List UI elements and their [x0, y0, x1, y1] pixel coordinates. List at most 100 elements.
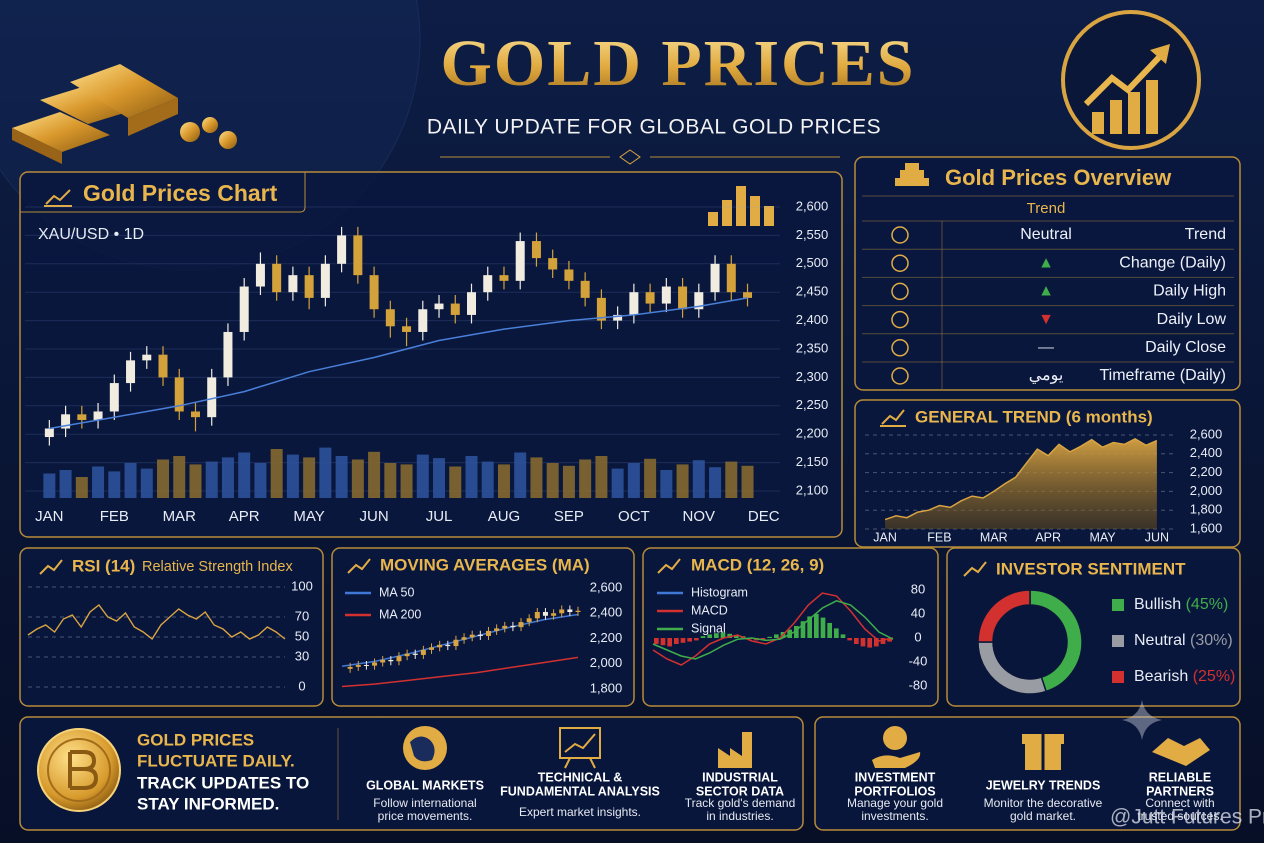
row-icon [891, 226, 909, 244]
histogram-bar [674, 638, 679, 644]
watermark-star [1122, 700, 1162, 740]
y-tick-label: 2,200 [796, 426, 829, 441]
candle-body [190, 411, 200, 418]
volume-bar [319, 447, 332, 498]
y-tick-label: 30 [295, 648, 309, 663]
candle-body [239, 286, 249, 332]
y-tick-label: 100 [291, 578, 313, 593]
candle-body [445, 644, 451, 647]
row-label: Timeframe (Daily) [1099, 367, 1226, 384]
candle-body [596, 297, 606, 321]
y-tick-label: 1,800 [590, 680, 623, 695]
y-tick-label: -80 [909, 677, 928, 692]
volume-bar [335, 456, 348, 498]
y-tick-label: 2,600 [796, 198, 829, 213]
rsi-line [27, 604, 286, 641]
legend-entry: Bullish (45%) [1134, 596, 1228, 613]
candle-body [542, 611, 548, 616]
row-icon [891, 339, 909, 357]
feature-title: RELIABLE [1149, 770, 1212, 784]
y-tick-label: 2,200 [590, 630, 623, 645]
x-tick-label: FEB [927, 530, 951, 544]
trend-line [884, 437, 1158, 521]
legend-label: Histogram [691, 585, 748, 599]
y-tick-label: 2,400 [796, 312, 829, 327]
volume-bar [449, 466, 462, 498]
y-tick-label: 2,300 [796, 369, 829, 384]
feature-title: TECHNICAL & [538, 770, 623, 784]
ma-panel [331, 547, 635, 707]
row-label: Change (Daily) [1119, 254, 1226, 271]
volume-bar [238, 452, 251, 498]
feature-desc: Track gold's demand [685, 796, 796, 810]
candle-body [61, 414, 71, 429]
candle-body [337, 235, 347, 264]
watermark: @Jutt Futures Pro [1110, 806, 1264, 829]
candle-body [320, 263, 330, 298]
candle-body [288, 275, 298, 293]
candle-body [461, 637, 467, 640]
candle-body [207, 377, 217, 418]
y-tick-label: 2,350 [796, 340, 829, 355]
candle-body [450, 303, 460, 315]
footer-message: STAY INFORMED. [137, 794, 279, 813]
candle-body [434, 303, 444, 310]
volume-bar [43, 473, 56, 498]
candle-body [353, 235, 363, 276]
volume-bar [108, 471, 121, 498]
legend-value-label: (45%) [1186, 596, 1229, 613]
candle-body [559, 609, 565, 614]
y-tick-label: 2,500 [796, 255, 829, 270]
row-label: Daily Close [1145, 339, 1226, 356]
histogram-bar [807, 616, 812, 638]
feature-desc: Connect with [1145, 796, 1214, 810]
candle-body [44, 428, 54, 438]
y-tick-label: 80 [911, 581, 925, 596]
y-tick-label: 2,250 [796, 397, 829, 412]
chart-title: Gold Prices Chart [83, 180, 278, 206]
legend-value-label: (30%) [1190, 632, 1233, 649]
y-tick-label: 2,000 [1190, 483, 1223, 498]
candle-body [347, 666, 353, 669]
volume-bar [173, 456, 186, 498]
candle-body [93, 411, 103, 420]
feature-desc: in industries. [706, 809, 773, 823]
feature-desc: trusted sources. [1137, 809, 1222, 823]
volume-bar [465, 456, 478, 498]
legend-label: MA 50 [379, 585, 414, 599]
x-tick-label: JUN [1145, 530, 1169, 544]
feature-desc: investments. [861, 809, 928, 823]
histogram-bar [654, 638, 659, 644]
candle-body [551, 613, 557, 616]
x-tick-label: APR [229, 508, 260, 525]
volume-bar [254, 463, 267, 498]
y-tick-label: 40 [911, 605, 925, 620]
moving-average-line [49, 297, 748, 430]
candle-body [158, 354, 168, 378]
histogram-bar [840, 634, 846, 638]
volume-bar [59, 470, 72, 498]
row-value: — [1038, 339, 1054, 356]
candle-body [223, 331, 233, 378]
footer-highlight: FLUCTUATE DAILY. [137, 751, 295, 770]
sentiment-panel [946, 547, 1241, 707]
legend-value-label: (25%) [1193, 668, 1236, 685]
candle-body [380, 659, 386, 663]
overview-title: Gold Prices Overview [945, 165, 1172, 190]
candle-body [304, 275, 314, 298]
volume-bar [400, 464, 413, 498]
footer-highlight: GOLD PRICES [137, 730, 254, 749]
macd-icon [657, 558, 681, 574]
histogram-bar [867, 638, 872, 648]
volume-bar [692, 460, 705, 498]
histogram-bar [814, 614, 819, 638]
chart-title: INVESTOR SENTIMENT [996, 559, 1186, 578]
feature-desc: Expert market insights. [519, 805, 641, 819]
x-tick-label: JUN [360, 508, 389, 525]
candle-body [494, 628, 500, 631]
x-tick-label: JAN [873, 530, 897, 544]
candle-body [363, 665, 369, 667]
x-tick-label: APR [1035, 530, 1061, 544]
candle-body [404, 653, 410, 657]
candle-body [372, 662, 378, 666]
